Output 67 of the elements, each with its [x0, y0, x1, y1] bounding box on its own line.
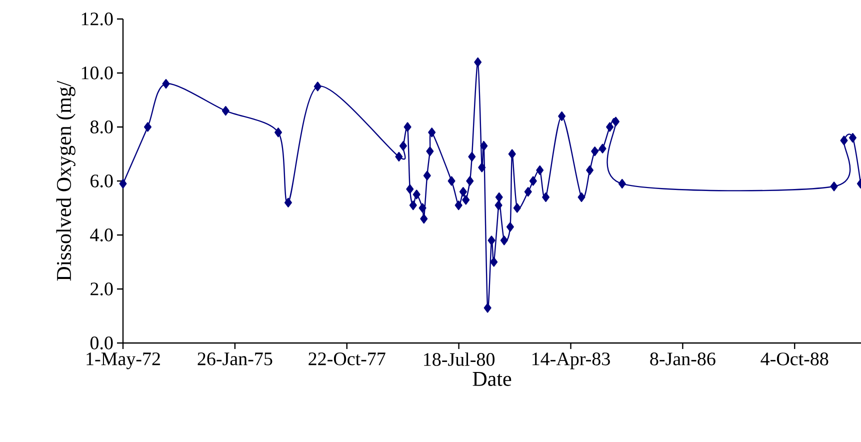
point: [500, 236, 508, 246]
y-tick-label: 8.0: [90, 120, 113, 134]
x-tick-label: 18-Jul-80: [424, 352, 495, 366]
point: [484, 303, 492, 313]
point: [508, 149, 516, 159]
point: [420, 214, 428, 224]
point: [119, 178, 127, 188]
point: [612, 116, 620, 126]
x-tick-label: 4-Oct-88: [760, 352, 828, 366]
point: [618, 178, 626, 188]
point: [494, 200, 502, 210]
point: [399, 141, 407, 151]
point: [536, 165, 544, 175]
point: [454, 200, 462, 210]
point: [598, 144, 606, 154]
point: [586, 165, 594, 175]
point: [495, 192, 503, 202]
x-tick-label: 1-May-72: [86, 352, 160, 370]
y-tick-label: 10.0: [82, 66, 113, 80]
y-tick-label: 6.0: [90, 174, 113, 188]
point: [406, 184, 414, 194]
y-axis-title: Dissolved Oxygen (mg/: [56, 80, 76, 281]
point: [529, 176, 537, 186]
x-tick-label: 26-Jan-75: [198, 352, 272, 366]
point: [418, 203, 426, 213]
point: [490, 257, 498, 267]
point: [840, 136, 848, 146]
point: [409, 200, 417, 210]
point: [426, 146, 434, 156]
point: [428, 128, 436, 138]
point: [466, 176, 474, 186]
point: [474, 57, 482, 67]
point: [423, 170, 431, 180]
point: [468, 152, 476, 162]
y-tick-label: 12.0: [82, 12, 113, 26]
point: [459, 187, 467, 197]
point: [284, 198, 292, 208]
y-tick-label: 2.0: [90, 282, 113, 296]
x-axis-title: Date: [472, 372, 512, 386]
point: [578, 192, 586, 202]
point: [506, 222, 514, 232]
point: [542, 192, 550, 202]
point: [162, 79, 170, 89]
point: [395, 152, 403, 162]
point: [478, 162, 486, 172]
x-tick-label: 14-Apr-83: [532, 352, 610, 370]
y-tick-label: 0.0: [90, 336, 113, 350]
point: [591, 146, 599, 156]
point: [513, 203, 521, 213]
x-tick-label: 8-Jan-86: [650, 352, 716, 366]
point: [274, 128, 282, 138]
point: [448, 176, 456, 186]
point: [404, 122, 412, 132]
point: [480, 141, 488, 151]
point: [606, 122, 614, 132]
point: [144, 122, 152, 132]
x-tick-label: 22-Oct-77: [308, 352, 386, 366]
point: [412, 190, 420, 200]
y-tick-label: 4.0: [90, 228, 113, 242]
point: [848, 133, 856, 143]
point: [830, 182, 838, 192]
point: [488, 236, 496, 246]
point: [524, 187, 532, 197]
point: [462, 195, 470, 205]
point: [314, 82, 322, 92]
point: [222, 106, 230, 116]
point: [558, 111, 566, 121]
